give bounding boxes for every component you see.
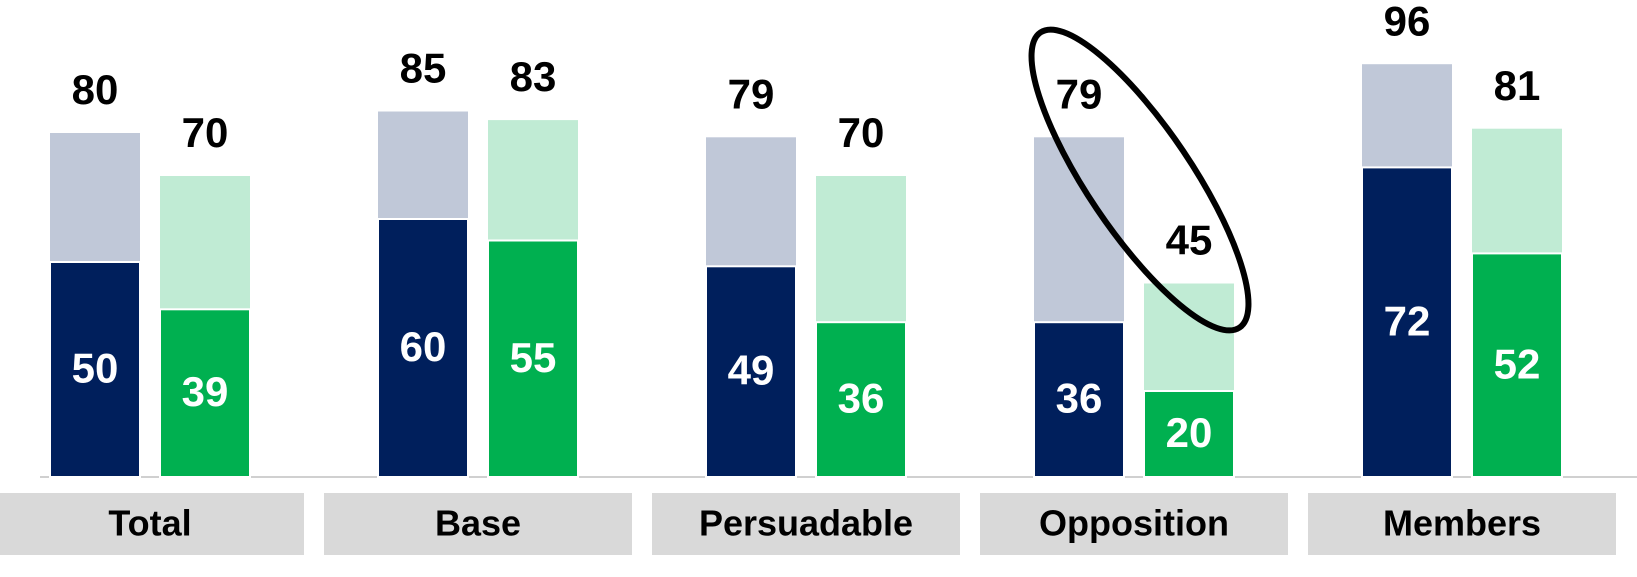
category-label: Persuadable (699, 503, 913, 544)
total-label: 79 (728, 70, 775, 117)
inner-bar (705, 265, 797, 478)
category-label: Opposition (1039, 503, 1229, 544)
inner-bar (487, 239, 579, 478)
total-label: 45 (1166, 217, 1213, 264)
inner-bar (1471, 252, 1563, 478)
inner-label: 50 (72, 345, 119, 392)
total-label: 81 (1494, 62, 1541, 109)
total-label: 96 (1384, 0, 1431, 44)
total-label: 70 (182, 109, 229, 156)
inner-label: 55 (510, 334, 557, 381)
category-box (0, 493, 304, 555)
total-label: 83 (510, 53, 557, 100)
inner-label: 36 (838, 375, 885, 422)
inner-bar (1033, 321, 1125, 479)
inner-label: 52 (1494, 340, 1541, 387)
inner-label: 20 (1166, 409, 1213, 456)
inner-bar (1143, 390, 1235, 478)
inner-label: 49 (728, 347, 775, 394)
highlight-ellipse (1028, 26, 1252, 334)
inner-bar (49, 261, 141, 478)
total-label: 70 (838, 109, 885, 156)
total-label: 79 (1056, 70, 1103, 117)
inner-label: 39 (182, 368, 229, 415)
category-box (652, 493, 960, 555)
inner-label: 72 (1384, 297, 1431, 344)
category-box (324, 493, 632, 555)
inner-bar (815, 321, 907, 479)
total-label: 80 (72, 66, 119, 113)
inner-bar (377, 218, 469, 478)
category-label: Base (435, 503, 521, 544)
category-label: Members (1383, 503, 1541, 544)
category-box (980, 493, 1288, 555)
total-label: 85 (400, 45, 447, 92)
category-box (1308, 493, 1616, 555)
inner-bar (1361, 166, 1453, 478)
inner-bar (159, 308, 251, 478)
inner-label: 60 (400, 323, 447, 370)
inner-label: 36 (1056, 375, 1103, 422)
category-label: Total (108, 503, 191, 544)
